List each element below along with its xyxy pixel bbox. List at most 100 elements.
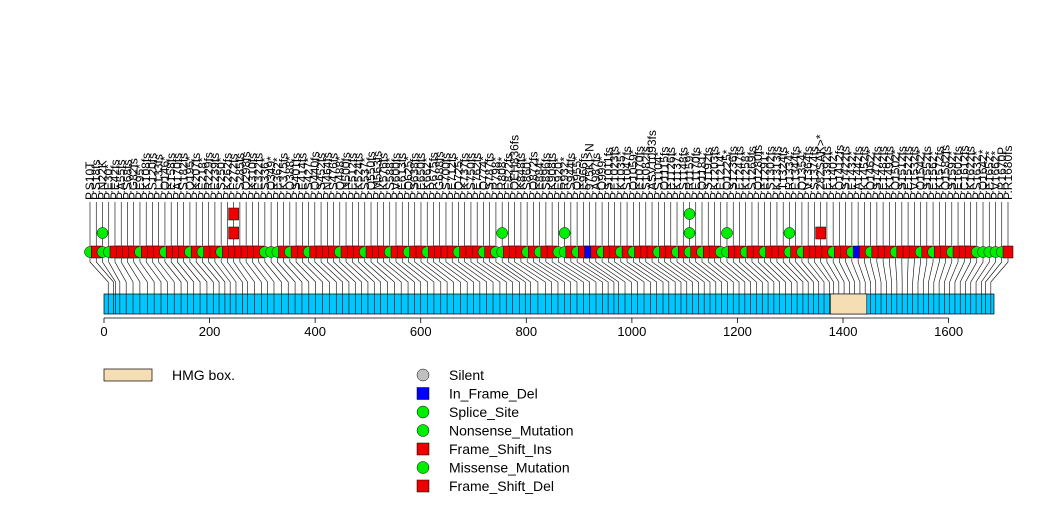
mutation-connector — [576, 257, 609, 294]
mutation-connector — [589, 257, 619, 294]
mutation-connector — [245, 257, 262, 294]
mutation-label: P.R1159* — [683, 151, 697, 200]
mutation-label: P.S537* — [358, 157, 372, 200]
mutation-connector — [732, 257, 757, 294]
mutation-connector — [183, 257, 201, 294]
mutation-label: P.975KI>N — [583, 143, 597, 200]
mutation-connector — [620, 257, 651, 294]
mutation-connector — [127, 257, 141, 294]
mutation-label: P.Q872fs — [526, 152, 540, 200]
mutation-connector — [583, 257, 615, 294]
mutation-label: P.Q1354* — [795, 149, 809, 200]
mutation-connector — [745, 257, 769, 294]
mutation-connector — [645, 257, 676, 294]
mutation-label: P.ASV1093fs — [645, 130, 659, 200]
mutation-label: P.Q488* — [333, 156, 347, 200]
mutation-label: P.S1374fs — [807, 146, 821, 200]
mutation-connector — [501, 257, 531, 294]
mutation-connector — [965, 257, 978, 294]
mutation-markers — [84, 207, 1014, 259]
mutation-label: P.Q725* — [451, 156, 465, 200]
mutation-connector — [476, 257, 507, 294]
mutation-label: P.N500fs — [339, 152, 353, 200]
mutation-label: P.K1402* — [826, 151, 840, 200]
mutation-connector — [170, 257, 188, 294]
mutation-label: P.Q1542* — [914, 149, 928, 200]
mutation-connector — [383, 257, 409, 294]
mutation-label: P.K1452fs — [857, 146, 871, 200]
mutation-connector — [608, 257, 638, 294]
mutation-label: P.Q1412fs — [832, 145, 846, 200]
x-tick-label: 400 — [304, 324, 326, 339]
mutation-label: P.R1670P — [995, 147, 1009, 200]
mutation-connector — [214, 257, 231, 294]
mutation-connector — [445, 257, 474, 294]
mutation-label: P.K1258* — [739, 151, 753, 200]
mutation-connector — [889, 257, 892, 294]
mutation-label: P.V1662* — [989, 151, 1003, 200]
x-tick-label: 1600 — [934, 324, 963, 339]
mutation-label: P.E1214* — [714, 151, 728, 200]
mutation-connector — [195, 257, 214, 294]
mutation-connector — [464, 257, 494, 294]
mutation-label: P.S427* — [302, 157, 316, 200]
mutation-connector — [876, 257, 882, 294]
mutation-label: P.K1313fs — [770, 146, 784, 200]
legend-swatch-square — [416, 442, 430, 456]
mutation-label: P.S1592* — [945, 151, 959, 200]
x-tick-label: 0 — [100, 324, 107, 339]
mutation-connector — [664, 257, 693, 294]
mutation-connector — [570, 257, 603, 294]
mutation-label: P.Q146* — [158, 156, 172, 200]
mutation-label: P.Q1502* — [889, 149, 903, 200]
mutation-connector — [757, 257, 780, 294]
mutation-connector — [764, 257, 786, 294]
mutation-connector — [283, 257, 303, 294]
mutation-connector — [514, 257, 546, 294]
mutation-connector — [851, 257, 861, 294]
mutation-connector — [308, 257, 330, 294]
mutation-label: P.R229fs — [202, 152, 216, 200]
mutation-label: P.Q349* — [264, 156, 278, 200]
mutation-label: P.N22K — [95, 160, 109, 200]
mutation-connector — [389, 257, 415, 294]
mutation-marker-square — [228, 207, 239, 221]
mutation-connector — [258, 257, 275, 294]
mutation-label: P.F272fs — [227, 154, 241, 200]
mutation-connector — [676, 257, 705, 294]
mutation-connector — [933, 257, 940, 294]
mutation-connector — [857, 257, 866, 294]
mutation-connector — [189, 257, 208, 294]
mutation-connector — [133, 257, 148, 294]
mutation-label: P.E95* — [133, 164, 147, 200]
mutation-connector — [495, 257, 526, 294]
mutation-connector — [770, 257, 792, 294]
x-tick-label: 800 — [515, 324, 537, 339]
mutation-label: P.Q1225* — [720, 149, 734, 200]
mutation-label: P.S10T — [83, 161, 97, 200]
mutation-connector — [985, 257, 1003, 294]
mutation-connector — [826, 257, 840, 294]
mutation-label: P.S285fs — [233, 153, 247, 200]
protein-track — [103, 293, 995, 315]
mutation-connector — [558, 257, 590, 294]
mutation-connector — [351, 257, 375, 294]
mutation-connector — [202, 257, 220, 294]
mutation-connector — [670, 257, 699, 294]
mutation-connector — [882, 257, 887, 294]
mutation-label: P.K262fs — [220, 153, 234, 200]
mutation-label: P.S1236fs — [726, 146, 740, 200]
mutation-label: P.K1572fs — [932, 146, 946, 200]
x-tick-label: 200 — [199, 324, 221, 339]
mutation-label: P.E1602fs — [951, 146, 965, 200]
mutation-connector — [483, 257, 513, 294]
mutation-label: P.E218* — [195, 157, 209, 200]
mutation-label: P.K524fs — [352, 153, 366, 200]
mutation-connector — [414, 257, 442, 294]
mutation-label: P.E1562* — [926, 151, 940, 200]
mutation-marker-square — [228, 226, 239, 240]
mutation-connector — [439, 257, 468, 294]
mutation-connector — [270, 257, 289, 294]
mutation-label: P.K1137* — [670, 151, 684, 200]
mutation-label: P.S896fs — [539, 153, 553, 200]
